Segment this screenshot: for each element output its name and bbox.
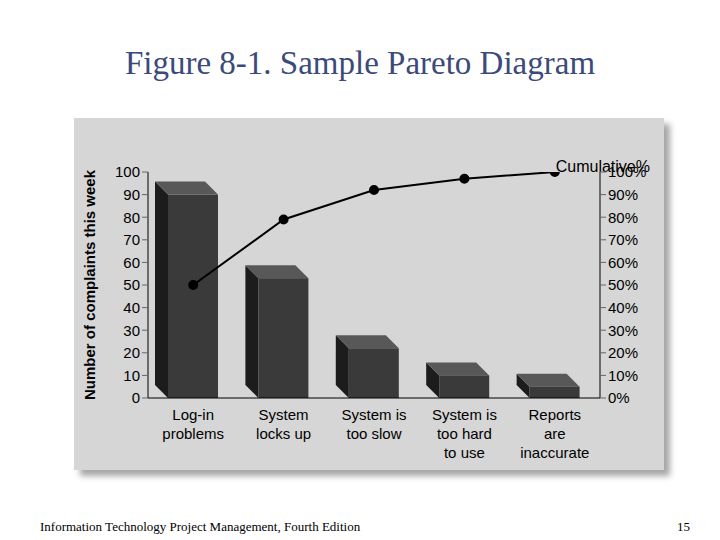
svg-text:60: 60 [123, 254, 140, 271]
svg-text:80%: 80% [608, 209, 638, 226]
svg-text:80: 80 [123, 209, 140, 226]
svg-text:50: 50 [123, 276, 140, 293]
svg-text:40%: 40% [608, 299, 638, 316]
svg-text:100: 100 [115, 163, 140, 180]
svg-text:100%: 100% [608, 163, 646, 180]
svg-text:50%: 50% [608, 276, 638, 293]
svg-text:Reportsareinaccurate: Reportsareinaccurate [520, 406, 589, 461]
svg-text:System istoo hardto use: System istoo hardto use [432, 406, 497, 461]
svg-text:40: 40 [123, 299, 140, 316]
svg-text:70: 70 [123, 231, 140, 248]
svg-text:70%: 70% [608, 231, 638, 248]
svg-text:30%: 30% [608, 322, 638, 339]
svg-text:0: 0 [132, 389, 140, 406]
svg-text:60%: 60% [608, 254, 638, 271]
svg-text:90%: 90% [608, 186, 638, 203]
svg-text:0%: 0% [608, 389, 630, 406]
svg-text:30: 30 [123, 322, 140, 339]
svg-text:Number of complaints this week: Number of complaints this week [81, 169, 98, 400]
svg-text:10: 10 [123, 367, 140, 384]
svg-text:10%: 10% [608, 367, 638, 384]
svg-text:90: 90 [123, 186, 140, 203]
svg-text:20%: 20% [608, 344, 638, 361]
svg-text:System istoo slow: System istoo slow [341, 406, 406, 442]
svg-text:20: 20 [123, 344, 140, 361]
svg-text:Systemlocks up: Systemlocks up [256, 406, 311, 442]
svg-text:Log-inproblems: Log-inproblems [162, 406, 224, 442]
